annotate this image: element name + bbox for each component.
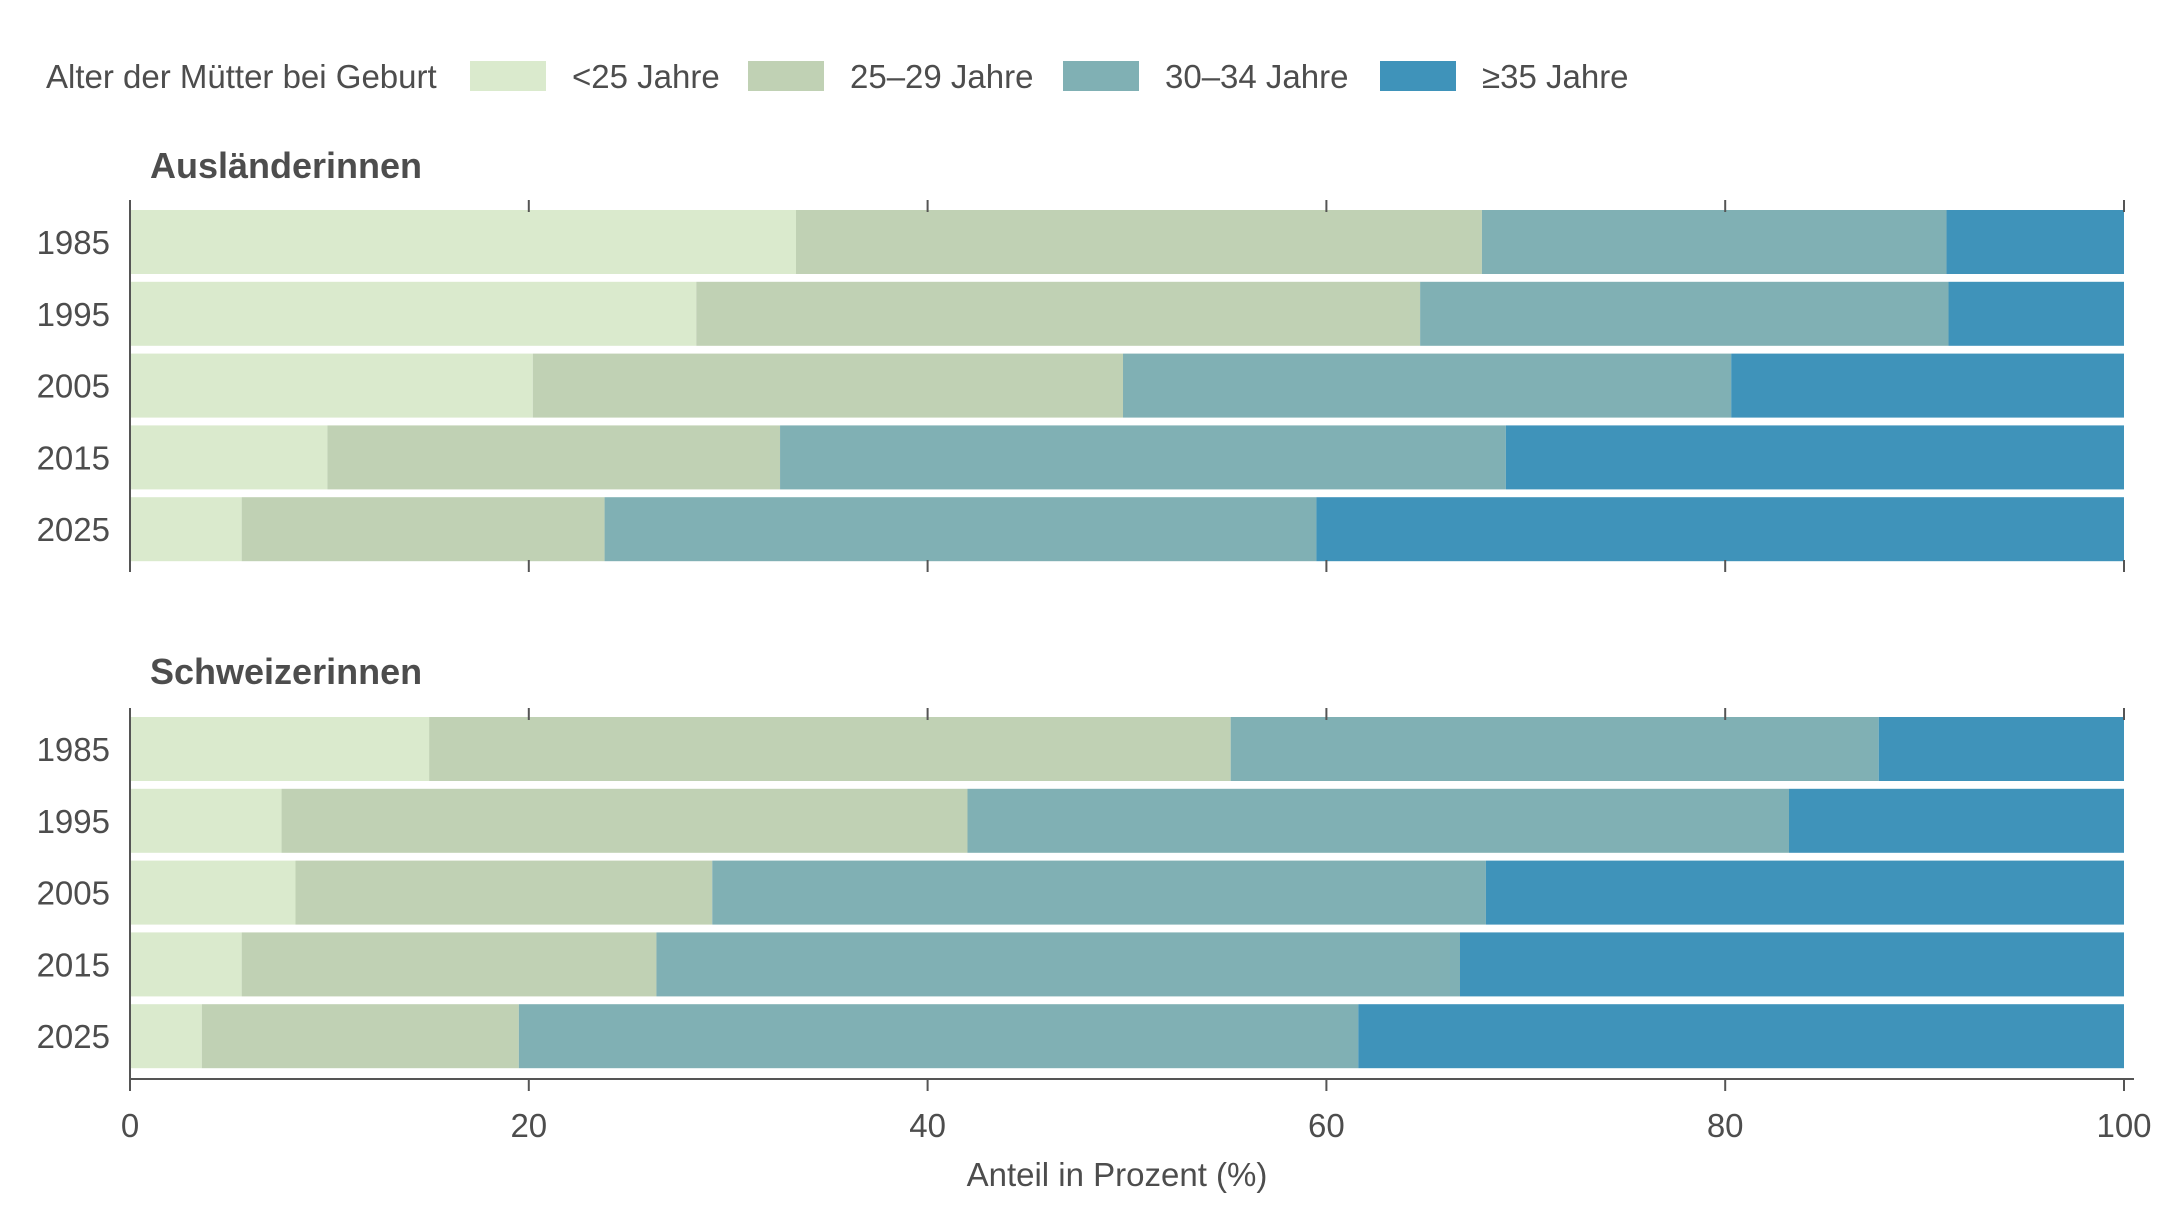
bar-segment-1995-2 [696,281,1421,346]
x-tick-label-100: 100 [2096,1107,2151,1144]
bar-segment-2025-2 [201,1004,519,1069]
legend-label-3: 30–34 Jahre [1165,58,1348,95]
bar-segment-2025-1 [130,497,242,562]
bar-segment-2025-3 [518,1004,1359,1069]
bar-segment-2025-4 [1316,497,2124,562]
panel-2: Schweizerinnen 1985 1995 2005 2015 2025 0 20 40 6… [37,651,2152,1144]
legend-swatch-2 [748,61,824,91]
bar-segment-1985-3 [1230,717,1879,781]
bar-segment-1995-1 [130,788,282,853]
y-tick-label-2015: 2015 [37,439,110,476]
bar-segment-1985-2 [429,717,1231,781]
y-tick-label-1985: 1985 [37,224,110,261]
y-tick-label-2025: 2025 [37,511,110,548]
bar-segment-2025-2 [241,497,605,562]
chart-panels: Ausländerinnen19851995200520152025Schwei… [37,145,2152,1144]
x-tick-label-0: 0 [121,1107,139,1144]
bar-segment-2025-3 [604,497,1317,562]
bar-segment-2015-1 [130,425,328,490]
bar-segment-2005-2 [295,860,713,925]
legend-label-4: ≥35 Jahre [1482,58,1629,95]
bar-segment-1995-2 [281,788,968,853]
bar-segment-2005-2 [532,353,1124,418]
x-tick-label-20: 20 [510,1107,547,1144]
bar-segment-2015-4 [1505,425,2124,490]
panel-title: Ausländerinnen [150,145,422,186]
bar-segment-2015-3 [780,425,1506,490]
bar-segment-2015-1 [130,932,242,997]
legend-swatch-4 [1380,61,1456,91]
x-axis: Anteil in Prozent (%) [967,1156,1268,1193]
panel-1: Ausländerinnen 1985 1995 2005 2015 2025 [37,145,2125,572]
y-tick-label-2005: 2005 [37,875,110,912]
legend-label-2: 25–29 Jahre [850,58,1033,95]
bar-segment-2015-3 [656,932,1460,997]
x-tick-label-60: 60 [1308,1107,1345,1144]
legend-items: <25 Jahre 25–29 Jahre 30–34 Jahre ≥35 Jahre [470,58,1629,95]
y-tick-label-2025: 2025 [37,1018,110,1055]
legend-label-1: <25 Jahre [572,58,720,95]
bar-segment-2005-3 [1123,353,1732,418]
legend: Alter der Mütter bei Geburt <25 Jahre 25–… [46,58,1629,95]
bar-segment-1995-1 [130,281,697,346]
bar-segment-1985-2 [795,210,1482,274]
bar-segment-1995-4 [1948,281,2124,346]
y-tick-label-1985: 1985 [37,731,110,768]
legend-title: Alter der Mütter bei Geburt [46,58,437,95]
bar-segment-1985-1 [130,717,430,781]
bar-segment-1995-3 [1420,281,1949,346]
bar-segment-1985-3 [1481,210,1947,274]
bar-segment-2005-1 [130,860,296,925]
bar-segment-2005-4 [1485,860,2124,925]
bar-segment-1995-4 [1789,788,2124,853]
bar-segment-1985-4 [1878,717,2124,781]
legend-swatch-1 [470,61,546,91]
x-tick-label-40: 40 [909,1107,946,1144]
bar-segment-2005-1 [130,353,533,418]
bar-segment-2015-2 [241,932,657,997]
legend-swatch-3 [1063,61,1139,91]
bar-segment-2015-2 [327,425,781,490]
bar-segment-1985-1 [130,210,796,274]
bar-segment-2025-4 [1358,1004,2124,1069]
y-tick-label-2005: 2005 [37,368,110,405]
x-axis-title: Anteil in Prozent (%) [967,1156,1268,1193]
y-tick-label-2015: 2015 [37,946,110,983]
bar-segment-1995-3 [967,788,1790,853]
y-tick-label-1995: 1995 [37,803,110,840]
bar-segment-1985-4 [1946,210,2124,274]
bar-segment-2005-3 [712,860,1486,925]
bar-segment-2015-4 [1459,932,2124,997]
bar-segment-2005-4 [1731,353,2124,418]
panel-title: Schweizerinnen [150,651,422,692]
x-tick-label-80: 80 [1707,1107,1744,1144]
bar-segment-2025-1 [130,1004,202,1069]
y-tick-label-1995: 1995 [37,296,110,333]
